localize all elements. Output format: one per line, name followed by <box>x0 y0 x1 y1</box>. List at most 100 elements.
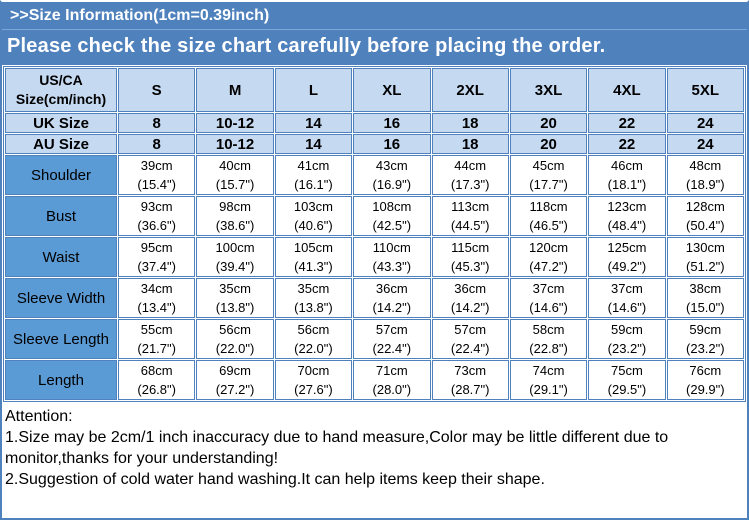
measure-cell: 74cm (29.1") <box>509 360 588 400</box>
corner-cell: US/CA Size(cm/inch) <box>5 68 117 112</box>
measure-inch-value: (36.6") <box>137 218 176 233</box>
measure-cell: 44cm (17.3") <box>431 155 509 195</box>
measure-inch-value: (15.4") <box>137 177 176 192</box>
measure-cm-value: 100cm <box>215 240 255 255</box>
measure-inch-value: (27.2") <box>215 382 255 397</box>
measure-label: Length <box>5 360 117 400</box>
size-conversion-row: AU Size 8 10-12 14 16 18 20 22 24 <box>5 134 744 154</box>
measure-inch-value: (15.0") <box>686 300 725 315</box>
size-table-body: US/CA Size(cm/inch) S M L XL 2XL 3XL 4XL 5XL UK Si… <box>5 68 744 400</box>
measure-cell: 35cm (13.8") <box>196 278 274 318</box>
measure-cell: 36cm (14.2") <box>353 278 431 318</box>
corner-line-1: US/CA <box>39 72 83 88</box>
measure-cell: 46cm (18.1") <box>588 155 666 195</box>
measure-inch-value: (16.1") <box>294 177 333 192</box>
size-value-cell: 14 <box>274 134 353 154</box>
measure-cm-value: 36cm <box>454 281 487 296</box>
measure-inch-value: (27.6") <box>294 382 333 397</box>
measure-cell: 76cm (29.9") <box>666 360 744 400</box>
measure-cell: 40cm (15.7") <box>196 155 274 195</box>
measure-inch-value: (14.2") <box>450 300 490 315</box>
measure-cm-value: 128cm <box>685 199 725 214</box>
size-value-cell: 24 <box>666 113 744 133</box>
measure-cm-value: 37cm <box>611 281 643 296</box>
attention-note-2: 2.Suggestion of cold water hand washing.… <box>5 471 545 488</box>
measure-cell: 45cm (17.7") <box>509 155 588 195</box>
measure-cell: 37cm (14.6") <box>509 278 588 318</box>
measure-cell: 128cm (50.4") <box>666 196 744 236</box>
measure-inch-value: (29.9") <box>686 382 725 397</box>
measure-cell: 43cm (16.9") <box>353 155 431 195</box>
measure-inch-value: (13.8") <box>215 300 255 315</box>
measure-inch-value: (17.7") <box>529 177 568 192</box>
measure-label: Waist <box>5 237 117 277</box>
attention-section: Attention: 1.Size may be 2cm/1 inch inac… <box>2 403 747 490</box>
measure-cell: 123cm (48.4") <box>588 196 666 236</box>
measure-cell: 98cm (38.6") <box>196 196 274 236</box>
size-value-cell: 22 <box>588 134 666 154</box>
measure-cell: 93cm (36.6") <box>118 196 196 236</box>
measure-cell: 115cm (45.3") <box>431 237 509 277</box>
measure-cell: 38cm (15.0") <box>666 278 744 318</box>
measure-cell: 130cm (51.2") <box>666 237 744 277</box>
measure-cm-value: 37cm <box>532 281 565 296</box>
measure-cell: 48cm (18.9") <box>666 155 744 195</box>
measure-cell: 120cm (47.2") <box>509 237 588 277</box>
measure-cm-value: 123cm <box>607 199 647 214</box>
measure-inch-value: (13.4") <box>137 300 176 315</box>
size-value-cell: 22 <box>588 113 666 133</box>
measure-inch-value: (22.8") <box>529 341 568 356</box>
measure-row: Bust 93cm (36.6") 98cm (38.6") 103cm (40.6") 10… <box>5 196 744 236</box>
size-value-cell: 14 <box>274 113 353 133</box>
size-table-header-row: US/CA Size(cm/inch) S M L XL 2XL 3XL 4XL 5XL <box>5 68 744 112</box>
size-header-s: S <box>118 68 196 112</box>
measure-cell: 56cm (22.0") <box>274 319 353 359</box>
measure-cm-value: 41cm <box>297 158 330 173</box>
size-header-l: L <box>274 68 353 112</box>
measure-inch-value: (21.7") <box>137 341 176 356</box>
size-table: US/CA Size(cm/inch) S M L XL 2XL 3XL 4XL 5XL UK Si… <box>3 66 746 402</box>
size-value-cell: 8 <box>118 113 196 133</box>
measure-cell: 59cm (23.2") <box>588 319 666 359</box>
measure-cm-value: 74cm <box>532 363 565 378</box>
measure-cell: 95cm (37.4") <box>118 237 196 277</box>
measure-cell: 69cm (27.2") <box>196 360 274 400</box>
size-conversion-row: UK Size 8 10-12 14 16 18 20 22 24 <box>5 113 744 133</box>
measure-inch-value: (51.2") <box>686 259 725 274</box>
measure-inch-value: (28.7") <box>450 382 490 397</box>
measure-inch-value: (18.1") <box>607 177 647 192</box>
measure-row: Shoulder 39cm (15.4") 40cm (15.7") 41cm (16.1"… <box>5 155 744 195</box>
measure-cm-value: 75cm <box>611 363 643 378</box>
size-row-label: UK Size <box>5 113 117 133</box>
measure-inch-value: (39.4") <box>215 259 255 274</box>
measure-inch-value: (13.8") <box>294 300 333 315</box>
measure-cell: 70cm (27.6") <box>274 360 353 400</box>
measure-cell: 71cm (28.0") <box>353 360 431 400</box>
measure-cell: 41cm (16.1") <box>274 155 353 195</box>
size-value-cell: 18 <box>431 134 509 154</box>
measure-cm-value: 38cm <box>689 281 722 296</box>
measure-inch-value: (42.5") <box>372 218 412 233</box>
measure-cm-value: 36cm <box>375 281 408 296</box>
measure-inch-value: (44.5") <box>450 218 490 233</box>
measure-inch-value: (15.7") <box>215 177 255 192</box>
measure-inch-value: (16.9") <box>372 177 412 192</box>
measure-cell: 103cm (40.6") <box>274 196 353 236</box>
measure-cm-value: 56cm <box>297 322 330 337</box>
measure-cm-value: 118cm <box>529 199 568 214</box>
measure-inch-value: (46.5") <box>529 218 568 233</box>
measure-inch-value: (14.6") <box>529 300 568 315</box>
measure-cm-value: 46cm <box>611 158 643 173</box>
measure-cell: 125cm (49.2") <box>588 237 666 277</box>
size-header-2xl: 2XL <box>431 68 509 112</box>
measure-inch-value: (50.4") <box>686 218 725 233</box>
measure-cell: 118cm (46.5") <box>509 196 588 236</box>
measure-label: Sleeve Length <box>5 319 117 359</box>
measure-row: Waist 95cm (37.4") 100cm (39.4") 105cm (41.3")… <box>5 237 744 277</box>
measure-cell: 100cm (39.4") <box>196 237 274 277</box>
size-value-cell: 24 <box>666 134 744 154</box>
measure-cm-value: 55cm <box>140 322 173 337</box>
measure-cm-value: 57cm <box>454 322 487 337</box>
measure-cm-value: 98cm <box>219 199 251 214</box>
